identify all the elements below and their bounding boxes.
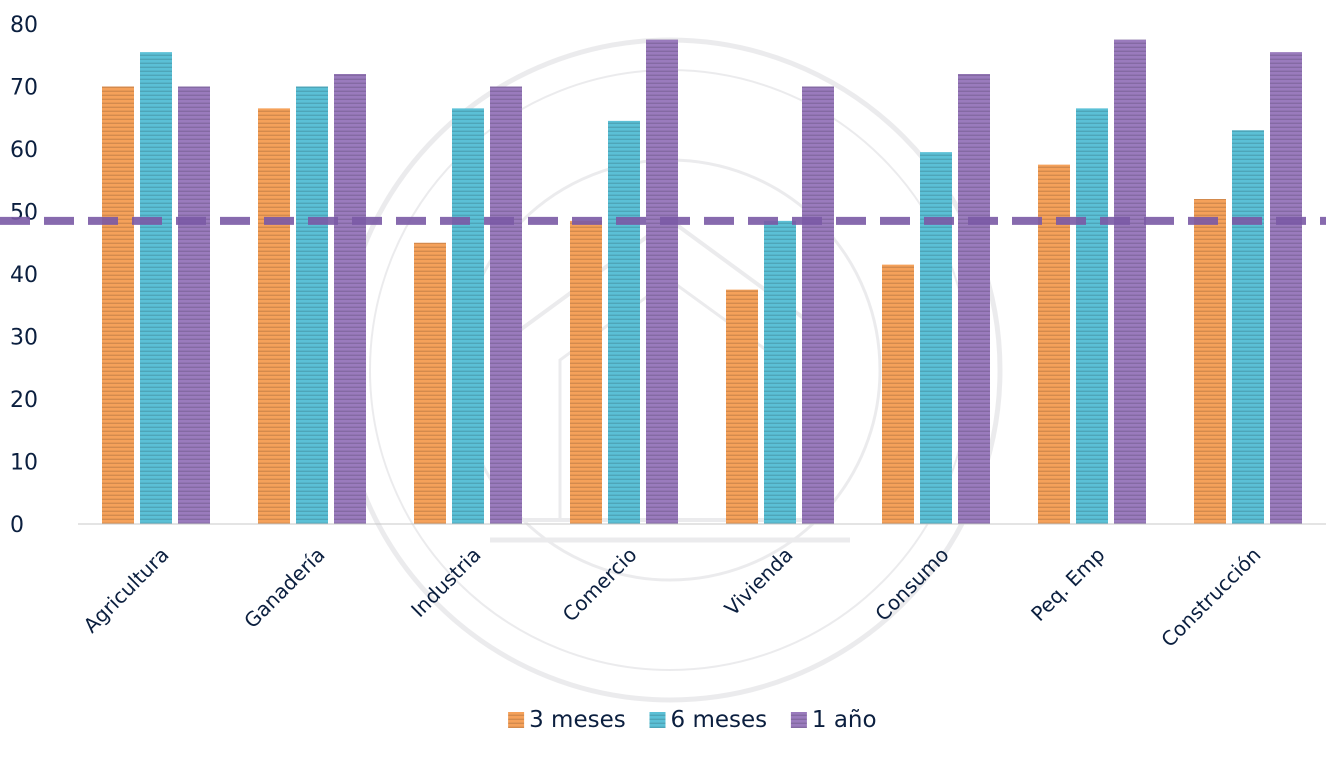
y-tick-label: 80 — [10, 13, 38, 38]
bar-3-meses-0 — [102, 86, 134, 524]
y-tick-label: 30 — [10, 326, 38, 351]
bar-1-año-6 — [1114, 39, 1146, 524]
x-tick-label: Ganadería — [239, 543, 329, 633]
bar-1-año-0 — [178, 86, 210, 524]
bar-1-año-3 — [646, 39, 678, 524]
bar-6-meses-2 — [452, 108, 484, 524]
y-tick-label: 0 — [10, 513, 24, 538]
legend: 3 meses 6 meses 1 año — [508, 707, 877, 733]
bar-6-meses-3 — [608, 120, 640, 524]
bar-1-año-7 — [1270, 52, 1302, 524]
bar-3-meses-1 — [258, 108, 290, 524]
bar-3-meses-2 — [414, 242, 446, 524]
legend-swatch — [649, 712, 666, 728]
bar-6-meses-6 — [1076, 108, 1108, 524]
bar-6-meses-5 — [920, 152, 952, 524]
x-tick-label: Construcción — [1156, 543, 1265, 652]
y-tick-label: 10 — [10, 451, 38, 476]
bar-6-meses-7 — [1232, 130, 1264, 524]
x-tick-label: Agricultura — [79, 543, 174, 638]
legend-label: 3 meses — [529, 707, 626, 733]
legend-label: 1 año — [812, 707, 877, 733]
bar-6-meses-0 — [140, 52, 172, 524]
bar-1-año-2 — [490, 86, 522, 524]
x-tick-label: Peq. Emp — [1026, 543, 1109, 626]
y-tick-label: 60 — [10, 138, 38, 163]
y-tick-label: 70 — [10, 76, 38, 101]
bar-3-meses-3 — [570, 220, 602, 524]
y-tick-label: 40 — [10, 263, 38, 288]
bar-3-meses-5 — [882, 264, 914, 524]
bar-6-meses-1 — [296, 86, 328, 524]
bar-3-meses-4 — [726, 289, 758, 524]
bar-3-meses-7 — [1194, 199, 1226, 524]
legend-label: 6 meses — [671, 707, 768, 733]
bar-1-año-4 — [802, 86, 834, 524]
bar-6-meses-4 — [764, 220, 796, 524]
bar-series-group — [102, 39, 1302, 524]
legend-swatch — [790, 712, 807, 728]
x-tick-label: Consumo — [870, 543, 953, 626]
x-axis: Agricultura Ganadería Industria Comercio Viv… — [79, 543, 1266, 652]
bar-1-año-5 — [958, 74, 990, 524]
bar-1-año-1 — [334, 74, 366, 524]
x-tick-label: Vivienda — [720, 543, 798, 621]
y-tick-label: 20 — [10, 388, 38, 413]
legend-swatch — [508, 712, 525, 728]
